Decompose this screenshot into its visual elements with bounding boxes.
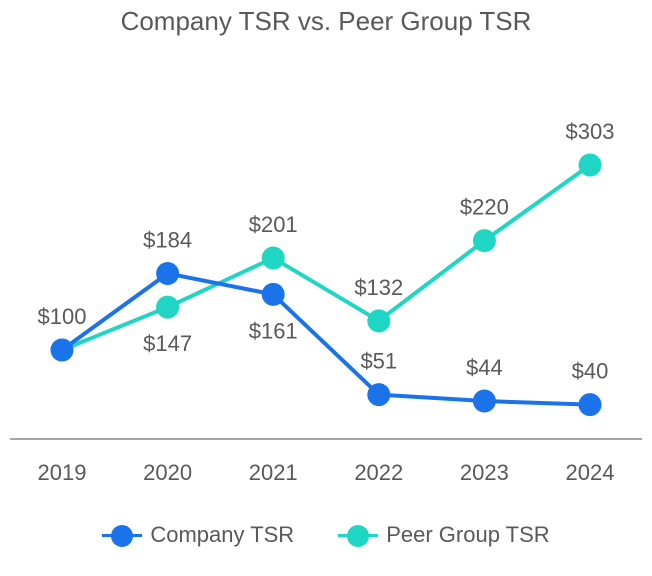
data-label-company-2022: $51 [360, 349, 397, 374]
point-peer-2020 [156, 295, 180, 319]
data-label-company-2023: $44 [466, 355, 503, 380]
legend: Company TSR Peer Group TSR [0, 522, 652, 548]
point-peer-2024 [578, 153, 602, 177]
point-company-2022 [367, 383, 391, 407]
series-line-company [60, 271, 591, 407]
series-points [50, 153, 602, 417]
x-tick-label-2022: 2022 [354, 460, 403, 485]
data-labels: $100 $147 $201 $132 $220 $303 $184 $161 $51 $44 $4… [38, 119, 615, 384]
legend-label-peer: Peer Group TSR [386, 522, 550, 547]
x-tick-label-2021: 2021 [249, 460, 298, 485]
point-company-2024 [578, 393, 602, 417]
data-label-peer-2020: $147 [143, 331, 192, 356]
legend-dot-company [111, 525, 134, 547]
series-line-peer [61, 163, 592, 352]
point-peer-2023 [472, 229, 496, 253]
data-label-company-2024: $40 [572, 359, 609, 384]
point-company-2020 [156, 261, 180, 285]
series-lines [60, 163, 592, 407]
data-label-company-2021: $161 [249, 318, 298, 343]
legend-dot-peer [347, 525, 370, 547]
point-company-2023 [472, 389, 496, 413]
point-company-2021 [261, 282, 285, 306]
legend-label-company: Company TSR [150, 522, 295, 547]
x-tick-label-2024: 2024 [566, 460, 615, 485]
data-label-company-2020: $184 [143, 227, 192, 252]
point-company-2019 [50, 338, 74, 362]
data-label-peer-2019: $100 [38, 304, 87, 329]
data-label-peer-2021: $201 [249, 212, 298, 237]
x-tick-label-2020: 2020 [143, 460, 192, 485]
x-tick-labels: 2019 2020 2021 2022 2023 2024 [38, 460, 615, 485]
x-tick-label-2023: 2023 [460, 460, 509, 485]
legend-swatch-peer [338, 525, 379, 547]
data-label-peer-2023: $220 [460, 195, 509, 220]
legend-swatch-company [102, 525, 143, 547]
point-peer-2021 [261, 246, 285, 270]
x-tick-label-2019: 2019 [38, 460, 87, 485]
data-label-peer-2022: $132 [354, 275, 403, 300]
chart-title: Company TSR vs. Peer Group TSR [120, 6, 532, 36]
legend-item-peer: Peer Group TSR [338, 522, 550, 548]
data-label-peer-2024: $303 [566, 119, 615, 144]
point-peer-2022 [367, 309, 391, 333]
legend-item-company: Company TSR [102, 522, 294, 548]
